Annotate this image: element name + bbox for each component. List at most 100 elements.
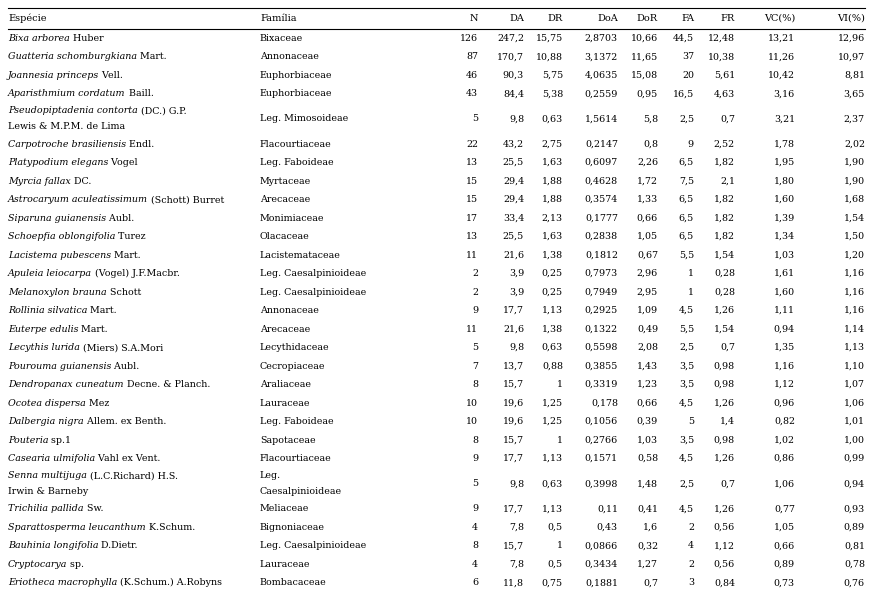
Text: 1,54: 1,54: [714, 324, 735, 333]
Text: 2: 2: [472, 269, 478, 278]
Text: 9,8: 9,8: [509, 479, 524, 488]
Text: 0,98: 0,98: [714, 380, 735, 389]
Text: 9,8: 9,8: [509, 343, 524, 352]
Text: 1,88: 1,88: [542, 177, 563, 186]
Text: Mart.: Mart.: [137, 52, 167, 61]
Text: 1,35: 1,35: [773, 343, 795, 352]
Text: 3,65: 3,65: [843, 89, 865, 98]
Text: 0,78: 0,78: [844, 560, 865, 569]
Text: 25,5: 25,5: [503, 232, 524, 241]
Text: 0,7: 0,7: [720, 479, 735, 488]
Text: 7,5: 7,5: [679, 177, 694, 186]
Text: Apuleia leiocarpa: Apuleia leiocarpa: [8, 269, 92, 278]
Text: 11,26: 11,26: [768, 52, 795, 61]
Text: Leg. Caesalpinioideae: Leg. Caesalpinioideae: [260, 541, 367, 550]
Text: 1,06: 1,06: [773, 479, 795, 488]
Text: Aparisthmium cordatum: Aparisthmium cordatum: [8, 89, 126, 98]
Text: 0,1881: 0,1881: [585, 579, 618, 587]
Text: Araliaceae: Araliaceae: [260, 380, 311, 389]
Text: Lecythidaceae: Lecythidaceae: [260, 343, 330, 352]
Text: 1,68: 1,68: [844, 195, 865, 204]
Text: 1,38: 1,38: [542, 251, 563, 259]
Text: 2: 2: [688, 523, 694, 532]
Text: 0,84: 0,84: [714, 579, 735, 587]
Text: 0,81: 0,81: [844, 541, 865, 550]
Text: 8: 8: [472, 436, 478, 444]
Text: 13,7: 13,7: [503, 362, 524, 371]
Text: 1,43: 1,43: [637, 362, 658, 371]
Text: 1,90: 1,90: [844, 158, 865, 167]
Text: 0,98: 0,98: [714, 362, 735, 371]
Text: (DC.) G.P.: (DC.) G.P.: [138, 106, 186, 115]
Text: Allem. ex Benth.: Allem. ex Benth.: [84, 417, 166, 426]
Text: Senna multijuga: Senna multijuga: [8, 471, 87, 480]
Text: 0,28: 0,28: [714, 269, 735, 278]
Text: Arecaceae: Arecaceae: [260, 195, 310, 204]
Text: 84,4: 84,4: [503, 89, 524, 98]
Text: Vell.: Vell.: [100, 71, 123, 80]
Text: 3,5: 3,5: [678, 380, 694, 389]
Text: 0,3998: 0,3998: [585, 479, 618, 488]
Text: 5,38: 5,38: [542, 89, 563, 98]
Text: 1,54: 1,54: [714, 251, 735, 259]
Text: 2,5: 2,5: [679, 343, 694, 352]
Text: (K.Schum.) A.Robyns: (K.Schum.) A.Robyns: [117, 579, 223, 587]
Text: 0,8: 0,8: [643, 139, 658, 148]
Text: 10,66: 10,66: [631, 34, 658, 43]
Text: 0,3319: 0,3319: [585, 380, 618, 389]
Text: Leg. Caesalpinioideae: Leg. Caesalpinioideae: [260, 269, 367, 278]
Text: 2,26: 2,26: [637, 158, 658, 167]
Text: 0,32: 0,32: [637, 541, 658, 550]
Text: Guatteria schomburgkiana: Guatteria schomburgkiana: [8, 52, 137, 61]
Text: 1,13: 1,13: [542, 454, 563, 463]
Text: 0,93: 0,93: [843, 504, 865, 514]
Text: Turez: Turez: [115, 232, 146, 241]
Text: 43: 43: [466, 89, 478, 98]
Text: Leg.: Leg.: [260, 471, 281, 480]
Text: 22: 22: [466, 139, 478, 148]
Text: 21,6: 21,6: [503, 251, 524, 259]
Text: 1,6: 1,6: [643, 523, 658, 532]
Text: 5: 5: [472, 115, 478, 124]
Text: 1,26: 1,26: [714, 398, 735, 408]
Text: 25,5: 25,5: [503, 158, 524, 167]
Text: 8: 8: [472, 541, 478, 550]
Text: 1,23: 1,23: [637, 380, 658, 389]
Text: Flacourtiaceae: Flacourtiaceae: [260, 139, 332, 148]
Text: 0,89: 0,89: [844, 523, 865, 532]
Text: 1,13: 1,13: [542, 306, 563, 315]
Text: 2: 2: [688, 560, 694, 569]
Text: Ocotea dispersa: Ocotea dispersa: [8, 398, 86, 408]
Text: Lauraceae: Lauraceae: [260, 398, 311, 408]
Text: 0,5598: 0,5598: [585, 343, 618, 352]
Text: Euphorbiaceae: Euphorbiaceae: [260, 71, 333, 80]
Text: Lauraceae: Lauraceae: [260, 560, 311, 569]
Text: 1,00: 1,00: [844, 436, 865, 444]
Text: 3,1372: 3,1372: [585, 52, 618, 61]
Text: 3,9: 3,9: [509, 269, 524, 278]
Text: 29,4: 29,4: [503, 177, 524, 186]
Text: 9: 9: [472, 454, 478, 463]
Text: 12,96: 12,96: [838, 34, 865, 43]
Text: Flacourtiaceae: Flacourtiaceae: [260, 454, 332, 463]
Text: 1,03: 1,03: [773, 251, 795, 259]
Text: 15,7: 15,7: [503, 541, 524, 550]
Text: 247,2: 247,2: [497, 34, 524, 43]
Text: Schoepfia oblongifolia: Schoepfia oblongifolia: [8, 232, 115, 241]
Text: 15,08: 15,08: [631, 71, 658, 80]
Text: 13,21: 13,21: [768, 34, 795, 43]
Text: 0,67: 0,67: [637, 251, 658, 259]
Text: Euphorbiaceae: Euphorbiaceae: [260, 89, 333, 98]
Text: 5,75: 5,75: [542, 71, 563, 80]
Text: 0,86: 0,86: [773, 454, 795, 463]
Text: Sapotaceae: Sapotaceae: [260, 436, 316, 444]
Text: 1,88: 1,88: [542, 195, 563, 204]
Text: 0,6097: 0,6097: [585, 158, 618, 167]
Text: 0,7: 0,7: [643, 579, 658, 587]
Text: 0,7973: 0,7973: [585, 269, 618, 278]
Text: Myrcia fallax: Myrcia fallax: [8, 177, 71, 186]
Text: Bauhinia longifolia: Bauhinia longifolia: [8, 541, 99, 550]
Text: 1: 1: [557, 436, 563, 444]
Text: 1,82: 1,82: [714, 213, 735, 223]
Text: 0,94: 0,94: [844, 479, 865, 488]
